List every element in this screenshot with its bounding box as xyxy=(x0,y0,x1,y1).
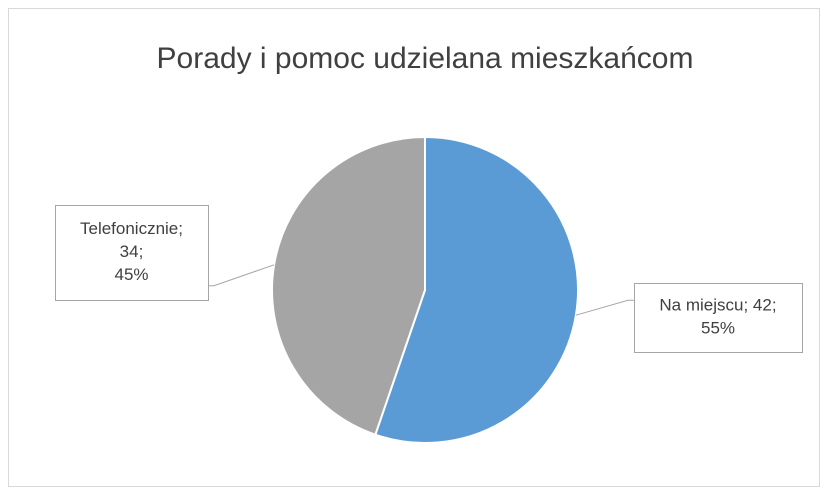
label-box xyxy=(634,283,803,353)
data-label: Na miejscu; 42; xyxy=(659,295,776,314)
data-label: 34; xyxy=(120,242,144,261)
pie-slice xyxy=(271,135,426,436)
data-label: Telefonicznie; xyxy=(80,219,183,238)
leader-line xyxy=(575,299,634,316)
data-label: 55% xyxy=(701,318,735,337)
chart-title: Porady i pomoc udzielana mieszkańcom xyxy=(157,42,694,75)
label-box xyxy=(55,205,209,301)
data-label: 45% xyxy=(114,265,148,284)
leader-line xyxy=(208,264,275,287)
